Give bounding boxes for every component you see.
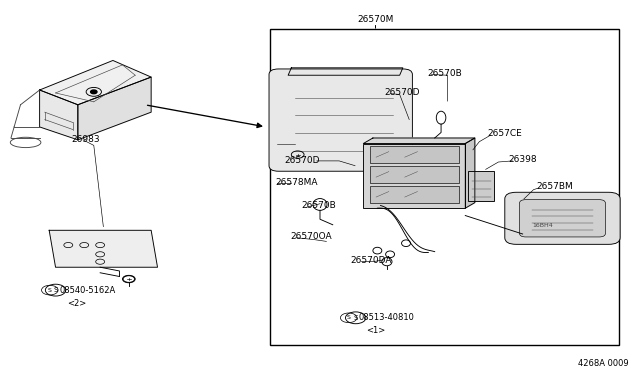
Text: 26570B: 26570B — [427, 69, 462, 78]
FancyBboxPatch shape — [269, 69, 412, 171]
Bar — [270, 29, 620, 345]
Text: 2657CE: 2657CE — [487, 129, 522, 138]
Bar — [468, 171, 494, 201]
Text: 26570OA: 26570OA — [290, 232, 332, 241]
Polygon shape — [40, 90, 78, 140]
Text: S: S — [48, 288, 52, 293]
Bar — [364, 144, 465, 208]
Bar — [370, 186, 459, 203]
Text: S: S — [53, 287, 58, 293]
Text: 26570M: 26570M — [357, 15, 394, 23]
Text: 16BH4: 16BH4 — [532, 222, 553, 228]
Text: 4268A 0009: 4268A 0009 — [579, 359, 629, 368]
Text: 26983: 26983 — [72, 135, 100, 144]
Text: 2657BM: 2657BM — [537, 182, 573, 191]
Text: S: S — [347, 315, 351, 320]
Text: 26570DA: 26570DA — [351, 256, 392, 265]
Polygon shape — [49, 230, 157, 267]
Bar — [370, 147, 459, 163]
Text: 08540-5162A: 08540-5162A — [60, 286, 116, 295]
Polygon shape — [288, 68, 403, 75]
Text: 26570D: 26570D — [385, 89, 420, 97]
Polygon shape — [78, 77, 151, 140]
Circle shape — [91, 90, 97, 94]
Text: <2>: <2> — [67, 299, 86, 308]
Polygon shape — [364, 138, 475, 144]
Polygon shape — [465, 138, 475, 208]
Polygon shape — [40, 61, 151, 105]
Text: S: S — [353, 315, 358, 321]
FancyBboxPatch shape — [520, 200, 605, 237]
Text: 26570B: 26570B — [301, 201, 335, 210]
Text: 08513-40810: 08513-40810 — [358, 313, 414, 322]
Text: 26570D: 26570D — [284, 155, 320, 165]
Text: 26578MA: 26578MA — [275, 178, 318, 187]
Text: 26398: 26398 — [508, 155, 536, 164]
Bar — [370, 166, 459, 183]
Text: <1>: <1> — [366, 326, 385, 335]
FancyBboxPatch shape — [505, 192, 620, 244]
